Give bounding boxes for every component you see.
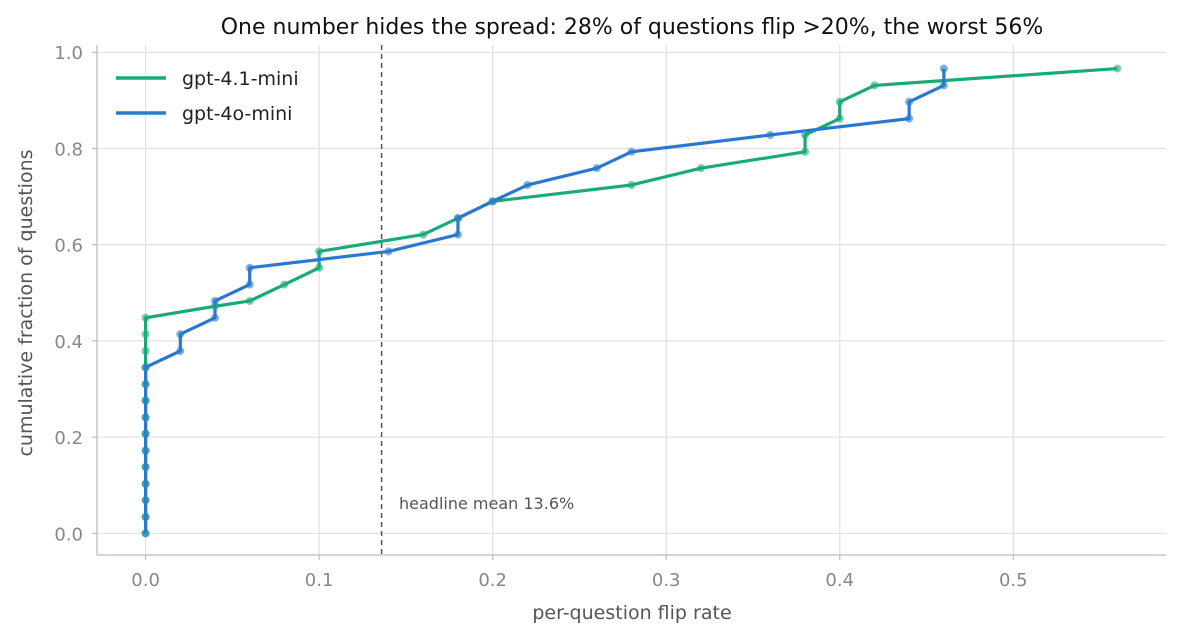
y-tick-label: 0.6 [54,236,83,257]
data-point-gpt-4-1-mini [141,313,150,322]
reference-line-label: headline mean 13.6% [399,494,574,513]
data-point-gpt-4o-mini [141,479,150,488]
axes: 0.0 0.1 0.2 0.3 0.4 0.5 0.0 0.2 0.4 0.6 0.8 1.0 [54,43,1166,591]
data-point-gpt-4-1-mini [870,81,879,90]
data-point-gpt-4o-mini [211,296,220,305]
data-point-gpt-4o-mini [141,496,150,505]
data-point-gpt-4-1-mini [141,347,150,355]
x-axis-title: per-question flip rate [532,602,731,624]
data-point-gpt-4o-mini [488,197,497,206]
data-point-gpt-4o-mini [141,413,150,422]
data-point-gpt-4-1-mini [627,181,636,190]
x-tick-label: 0.4 [825,570,854,591]
y-tick-label: 1.0 [54,43,83,64]
y-tick-label: 0.2 [54,428,83,449]
data-point-gpt-4o-mini [141,512,150,521]
data-point-gpt-4o-mini [523,181,532,190]
data-point-gpt-4o-mini [453,230,462,239]
chart-title: One number hides the spread: 28% of ques… [221,15,1044,40]
data-point-gpt-4o-mini [939,81,948,90]
data-point-gpt-4-1-mini [141,330,150,339]
data-point-gpt-4o-mini [141,529,150,538]
data-point-gpt-4o-mini [766,130,775,139]
data-point-gpt-4o-mini [141,429,150,438]
data-point-gpt-4-1-mini [419,230,428,239]
data-point-gpt-4o-mini [176,347,185,355]
legend: gpt-4.1-mini gpt-4o-mini [116,68,299,125]
data-point-gpt-4-1-mini [835,97,844,106]
y-tick-label: 0.8 [54,139,83,160]
x-tick-label: 0.2 [478,570,507,591]
x-tick-label: 0.0 [131,570,160,591]
data-point-gpt-4o-mini [939,64,948,73]
data-point-gpt-4o-mini [453,214,462,223]
legend-label-gpt-4o-mini: gpt-4o-mini [182,103,292,125]
x-tick-label: 0.5 [999,570,1028,591]
data-point-gpt-4o-mini [176,330,185,339]
data-point-gpt-4-1-mini [835,114,844,123]
data-point-gpt-4-1-mini [801,130,810,139]
data-point-gpt-4o-mini [905,114,914,123]
labels: One number hides the spread: 28% of ques… [15,15,1043,624]
data-point-gpt-4o-mini [141,396,150,405]
data-point-gpt-4o-mini [245,280,254,289]
data-point-gpt-4o-mini [141,363,150,372]
data-point-gpt-4-1-mini [245,296,254,305]
data-point-gpt-4-1-mini [280,280,289,289]
data-point-gpt-4-1-mini [1113,64,1122,73]
x-tick-label: 0.3 [652,570,681,591]
data-point-gpt-4o-mini [245,263,254,272]
data-point-gpt-4o-mini [627,147,636,156]
data-point-gpt-4o-mini [211,313,220,322]
y-tick-label: 0.0 [54,524,83,545]
data-point-gpt-4-1-mini [696,164,705,173]
data-point-gpt-4o-mini [384,247,393,256]
data-point-gpt-4o-mini [141,380,150,389]
data-point-gpt-4o-mini [141,462,150,471]
data-point-gpt-4o-mini [141,446,150,455]
data-point-gpt-4o-mini [905,97,914,106]
data-point-gpt-4-1-mini [315,263,324,272]
y-tick-label: 0.4 [54,332,83,353]
series-group [141,64,1122,538]
y-axis-title: cumulative fraction of questions [15,149,37,456]
grid [97,45,1166,555]
data-point-gpt-4-1-mini [801,147,810,156]
legend-label-gpt-4-1-mini: gpt-4.1-mini [182,68,299,90]
data-point-gpt-4o-mini [592,164,601,173]
x-tick-label: 0.1 [305,570,334,591]
data-point-gpt-4-1-mini [315,247,324,256]
